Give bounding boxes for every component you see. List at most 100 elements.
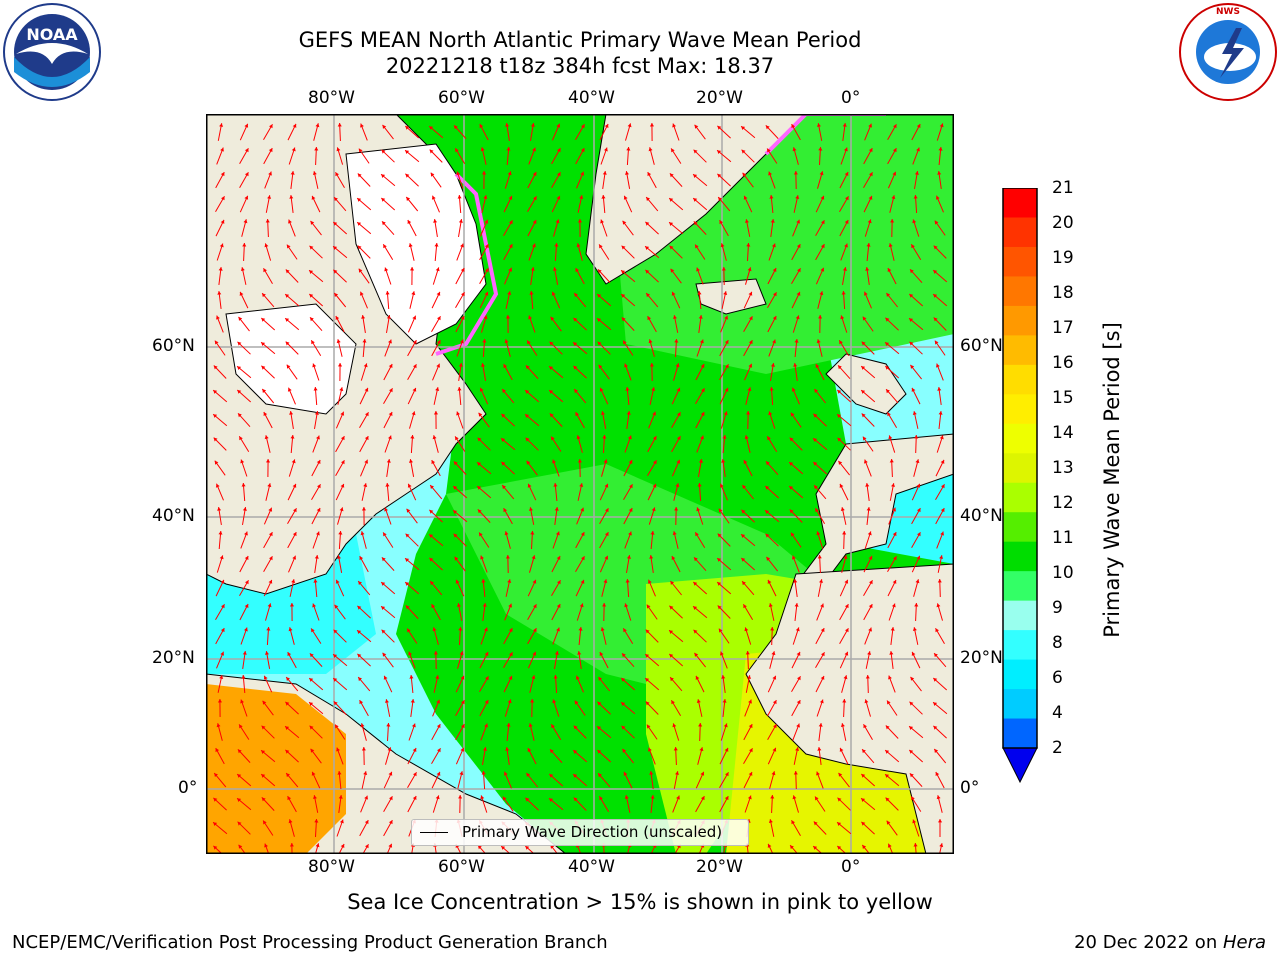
wave-arrow-head (772, 339, 776, 344)
colorbar-tick-label: 10 (1052, 563, 1074, 583)
wave-arrow-head (861, 774, 866, 778)
footer-host: Hera (1222, 932, 1266, 953)
wave-arrow-head (864, 699, 869, 704)
wave-arrow-head (237, 774, 242, 778)
chart-title: GEFS MEAN North Atlantic Primary Wave Me… (298, 28, 862, 52)
wave-arrow-head (389, 388, 393, 393)
wave-arrow-head (741, 126, 746, 130)
colorbar-segment (1003, 482, 1037, 513)
wave-arrow-head (837, 437, 842, 442)
wave-arrow-head (335, 172, 339, 177)
wave-arrow-head (382, 221, 386, 226)
wave-arrow-head (313, 387, 318, 391)
wave-arrow-head (262, 700, 267, 705)
wave-arrow-head (916, 483, 921, 488)
wave-arrow-head (815, 364, 820, 368)
wave-arrow-head (838, 460, 843, 465)
wave-arrow-head (696, 699, 701, 703)
wave-arrow-head (316, 460, 321, 464)
wave-arrow-head (796, 291, 801, 296)
wave-arrow-head (909, 294, 914, 298)
wave-arrow-head (621, 678, 626, 682)
wave-arrow-head (458, 219, 463, 223)
wave-arrow-head (768, 411, 773, 416)
wave-arrow-head (723, 411, 728, 416)
wave-arrow-head (813, 462, 818, 466)
wave-arrow-head (598, 364, 603, 369)
wave-arrow-head (717, 125, 722, 130)
wave-arrow-head (359, 556, 364, 561)
wave-arrow-head (411, 723, 416, 728)
wave-arrow-head (724, 315, 728, 320)
wave-arrow-head (885, 725, 890, 730)
colorbar-tick-label: 4 (1052, 703, 1063, 723)
wave-arrow-head (621, 245, 626, 250)
wave-arrow-head (580, 148, 585, 153)
wave-arrow-head (461, 700, 465, 705)
lon-tick-bottom-20w: 20°W (696, 857, 743, 877)
wave-arrow-head (551, 291, 556, 296)
wave-arrow-head (525, 390, 530, 394)
wave-arrow-head (916, 555, 921, 560)
wave-arrow-head (314, 819, 319, 823)
colorbar-tick-label: 14 (1052, 423, 1074, 443)
wave-arrow-head (864, 459, 868, 464)
wave-arrow-head (285, 318, 290, 322)
wave-arrow-head (508, 628, 513, 633)
lon-tick-bottom-40w: 40°W (568, 857, 615, 877)
wave-arrow-head (311, 195, 316, 200)
wave-arrow-head (670, 268, 675, 273)
wave-arrow-head (479, 532, 483, 537)
wave-arrow-head (599, 387, 604, 392)
wave-arrow-head (525, 846, 530, 850)
wave-arrow-head (505, 555, 510, 559)
wave-arrow-head (866, 507, 871, 511)
wave-arrow-head (842, 699, 847, 703)
wave-arrow-head (554, 243, 559, 247)
wave-arrow-head (910, 269, 914, 274)
wave-arrow-head (623, 771, 628, 776)
wave-arrow-head (311, 628, 315, 633)
wave-arrow-head (814, 485, 818, 490)
sea-ice-edge-ne (764, 114, 886, 156)
wave-arrow-head (671, 700, 675, 705)
wave-arrow-head (862, 316, 867, 321)
wave-arrow-head (623, 195, 628, 200)
wave-arrow-head (364, 459, 368, 464)
wave-arrow-head (573, 342, 578, 346)
wave-arrow-head (744, 627, 749, 632)
wave-arrow-head (625, 387, 630, 391)
wave-arrow-head (361, 747, 366, 751)
wave-arrow-head (892, 580, 897, 584)
wave-arrow-head (675, 363, 680, 368)
wave-arrow-head (838, 365, 842, 370)
wave-arrow-head (746, 411, 751, 415)
wave-arrow-head (483, 195, 488, 200)
wave-arrow-head (333, 678, 338, 682)
wave-arrow-head (285, 341, 290, 346)
wave-arrow-head (220, 219, 225, 224)
wave-arrow-head (556, 195, 561, 200)
wave-arrow-head (263, 675, 268, 680)
lat-tick-right-60n: 60°N (960, 336, 1003, 356)
wave-arrow-head (840, 723, 845, 727)
wave-arrow-head (700, 364, 705, 368)
wave-arrow-head (382, 124, 387, 129)
wave-arrow-head (599, 652, 604, 656)
colorbar-segment (1003, 541, 1037, 572)
wave-arrow-head (410, 699, 415, 703)
wave-arrow-head (502, 389, 506, 393)
wave-arrow-head (939, 843, 944, 848)
wave-arrow-head (717, 558, 722, 562)
wave-arrow-head (241, 675, 246, 679)
wave-arrow-head (336, 339, 341, 344)
wave-arrow-head (670, 677, 674, 682)
wave-arrow-head (218, 531, 223, 535)
wave-arrow-head (891, 603, 896, 608)
wave-arrow-head (292, 532, 297, 537)
wave-arrow-head (527, 483, 532, 488)
wave-arrow-head (213, 845, 218, 850)
wave-arrow-head (816, 531, 821, 536)
wave-arrow-head (291, 579, 296, 583)
footer-branch: NCEP/EMC/Verification Post Processing Pr… (12, 932, 608, 953)
